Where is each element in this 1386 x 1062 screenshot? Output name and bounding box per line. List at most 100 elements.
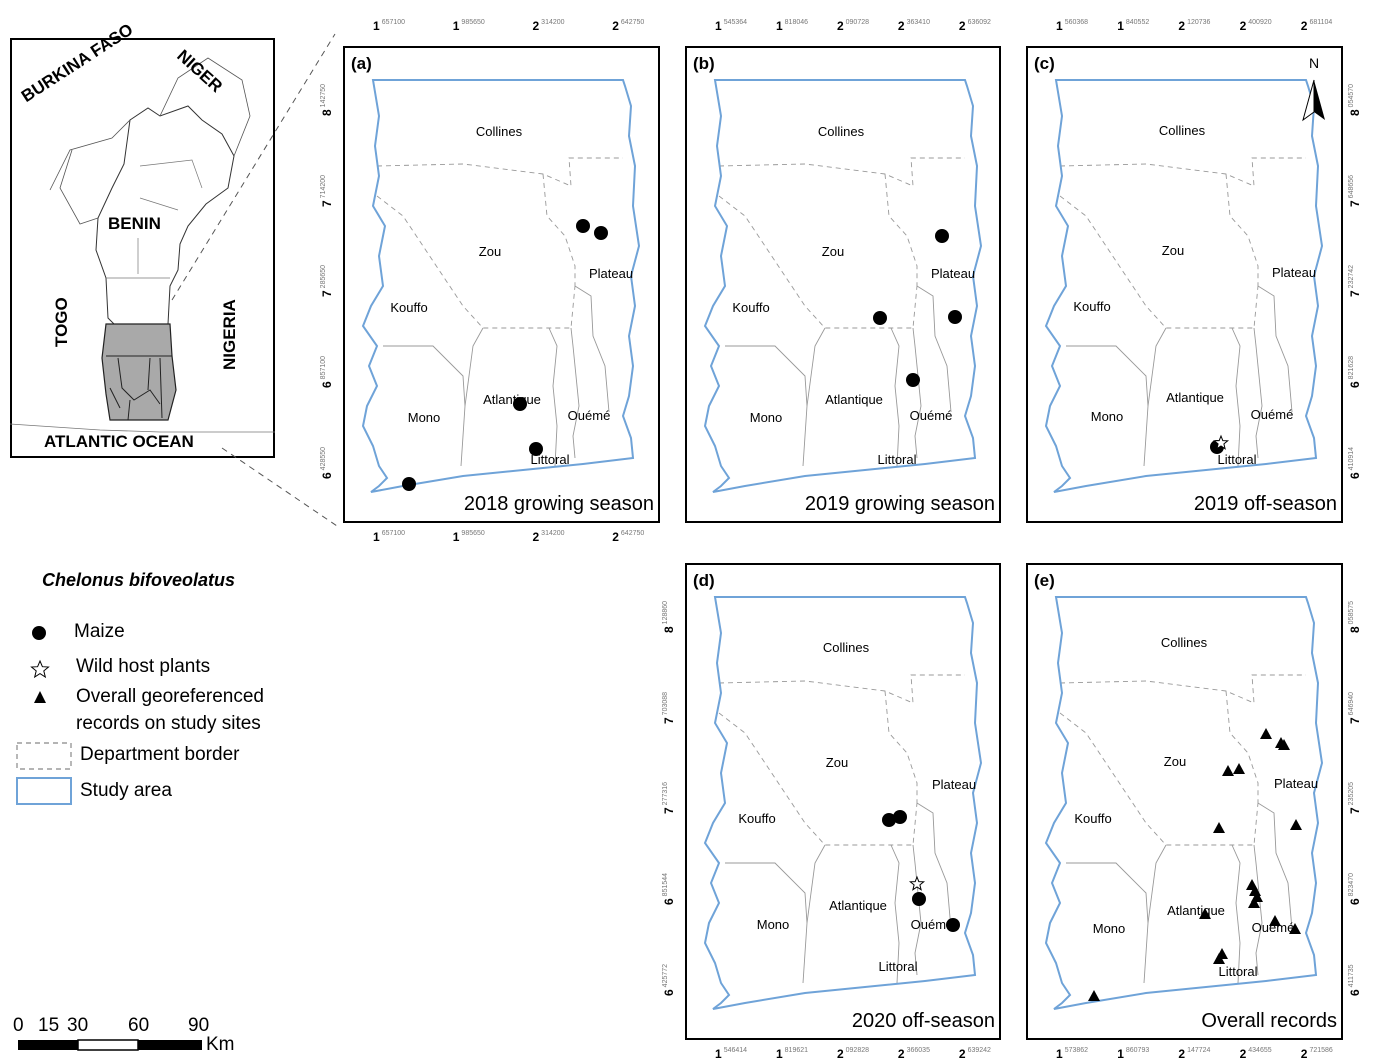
dept-label-e: Ouémé (1251, 920, 1295, 935)
dept-label-a: Zou (478, 244, 502, 259)
legend-item-maize: Maize (74, 621, 125, 642)
tick-right: 7235205 (1347, 782, 1362, 815)
legend-item-records-1: Overall georeferenced (76, 686, 264, 707)
tick-bottom: 1 985650 (452, 529, 485, 544)
maize-point (873, 311, 887, 325)
dept-label-e: Zou (1163, 754, 1187, 769)
scale-unit: Km (206, 1034, 235, 1055)
record-point (1088, 990, 1100, 1001)
panel-e-caption: Overall records (1201, 1010, 1337, 1032)
panel-c-map (1044, 79, 1324, 493)
department-border (1231, 844, 1241, 984)
dept-label-c: Kouffo (1073, 299, 1111, 314)
dept-label-a: Atlantique (483, 392, 541, 407)
department-border (912, 844, 922, 976)
label-togo: TOGO (52, 297, 71, 347)
tick-right: 7232742 (1347, 265, 1362, 298)
dept-label-c: Zou (1161, 243, 1185, 258)
record-point (1199, 908, 1211, 919)
panel-a-caption: 2018 growing season (463, 493, 654, 515)
study-area-inset (101, 323, 177, 421)
department-border (1253, 844, 1263, 976)
department-border (1231, 327, 1241, 467)
tick-top: 2 120736 (1178, 18, 1211, 33)
tick-left: 7714200 (319, 174, 334, 207)
tick-left: 7703088 (661, 691, 676, 724)
department-border (890, 844, 900, 984)
scale-tick-90: 90 (188, 1015, 210, 1036)
tick-top: 1 657100 (373, 18, 406, 33)
tick-right: 8054570 (1347, 83, 1362, 116)
tick-top: 1 818046 (775, 18, 809, 33)
panel-b-caption: 2019 growing season (804, 493, 995, 515)
department-border (542, 173, 576, 286)
record-point (1233, 763, 1245, 774)
dept-label-d: Plateau (931, 777, 977, 792)
tick-left: 7277316 (661, 782, 676, 815)
department-border (1257, 285, 1293, 413)
dept-label-b: Mono (749, 410, 783, 425)
tick-top: 2 636092 (958, 18, 991, 33)
department-border (1253, 327, 1263, 459)
dept-label-e: Plateau (1273, 776, 1319, 791)
department-border (916, 285, 952, 413)
maize-point (935, 229, 949, 243)
department-border (912, 327, 922, 459)
department-border (884, 690, 918, 803)
dept-label-c: Mono (1090, 409, 1124, 424)
tick-bottom: 2 314200 (532, 529, 565, 544)
department-border (806, 327, 826, 407)
dept-label-e: Collines (1160, 635, 1208, 650)
scale-tick-30: 30 (67, 1015, 89, 1036)
tick-bottom: 2 147724 (1178, 1046, 1211, 1061)
tick-top: 2 090728 (836, 18, 869, 33)
tick-left: 6857100 (319, 355, 334, 388)
dept-label-b: Atlantique (825, 392, 883, 407)
dept-label-b: Littoral (877, 452, 917, 467)
tick-right: 6411735 (1347, 964, 1362, 996)
dept-label-e: Littoral (1218, 964, 1258, 979)
scale-tick-15: 15 (38, 1015, 60, 1036)
record-point (1248, 897, 1260, 908)
tick-bottom: 2 092828 (836, 1046, 869, 1061)
study-area-outline (361, 79, 641, 493)
dept-label-c: Collines (1158, 123, 1206, 138)
department-border (1225, 690, 1259, 803)
department-border (916, 802, 952, 930)
north-arrow-icon (1302, 79, 1325, 122)
record-point (1222, 765, 1234, 776)
dept-label-d: Zou (825, 755, 849, 770)
department-border (1225, 173, 1259, 286)
scale-tick-0: 0 (13, 1015, 24, 1036)
dept-label-b: Zou (821, 244, 845, 259)
tick-bottom: 1 819621 (775, 1046, 809, 1061)
panel-b-frame (685, 46, 1001, 523)
tick-right: 7646940 (1347, 691, 1362, 724)
records-triangle-icon (34, 691, 46, 703)
dept-label-b: Kouffo (732, 300, 770, 315)
study-area-outline (1044, 79, 1324, 493)
tick-top: 1 840552 (1117, 18, 1150, 33)
tick-right: 6823470 (1347, 872, 1362, 905)
benin-outline (95, 105, 235, 331)
department-border (1066, 862, 1149, 984)
record-point (1260, 728, 1272, 739)
tick-left: 8142750 (319, 83, 334, 116)
north-label: N (1309, 55, 1320, 71)
department-border (464, 327, 484, 407)
tick-top: 1 985650 (452, 18, 485, 33)
tick-bottom: 2 721586 (1300, 1046, 1333, 1061)
maize-point (576, 219, 590, 233)
panel-e-letter: (e) (1034, 571, 1055, 590)
wild-host-star-icon (30, 659, 50, 679)
record-point (1278, 739, 1290, 750)
panel-a-map (361, 79, 641, 493)
dept-label-e: Atlantique (1167, 903, 1225, 918)
maize-point (948, 310, 962, 324)
panel-e-map (1044, 596, 1324, 1010)
department-border-icon (16, 742, 72, 770)
department-border (718, 674, 965, 704)
department-border (574, 285, 610, 413)
tick-top: 2 642750 (612, 18, 645, 33)
dept-label-d: Kouffo (738, 811, 776, 826)
